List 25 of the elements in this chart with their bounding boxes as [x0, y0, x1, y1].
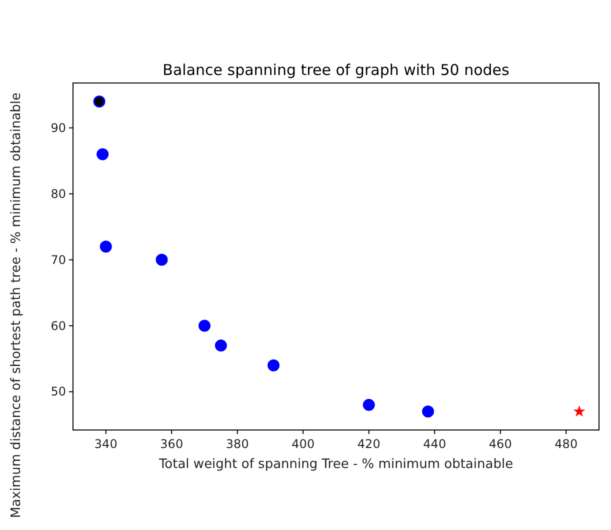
point — [156, 254, 168, 266]
y-tick-label: 70 — [50, 252, 66, 267]
x-tick-label: 480 — [554, 437, 578, 451]
point — [268, 359, 280, 372]
y-tick-label: 90 — [50, 120, 66, 135]
y-tick-label: 80 — [50, 186, 66, 201]
point — [362, 398, 375, 411]
point — [198, 320, 210, 332]
chart-title: Balance spanning tree of graph with 50 nodes — [162, 61, 510, 79]
x-tick-label: 340 — [94, 437, 118, 451]
x-tick-label: 360 — [160, 437, 184, 451]
point — [573, 405, 586, 417]
x-tick-label: 440 — [423, 437, 446, 451]
point — [422, 406, 434, 418]
x-tick-label: 420 — [357, 437, 380, 451]
y-tick-label: 60 — [50, 318, 66, 333]
x-tick-label: 460 — [488, 437, 512, 451]
x-tick-label: 400 — [292, 437, 315, 451]
x-tick-label: 380 — [226, 437, 249, 451]
point — [96, 148, 109, 160]
x-axis-title: Total weight of spanning Tree - % minimum obtainable — [158, 457, 514, 472]
point — [100, 240, 112, 253]
y-tick-label: 50 — [50, 384, 66, 399]
y-axis-title: Maximum distance of shortest path tree - % minimum obtainable — [9, 92, 24, 518]
point — [214, 340, 227, 352]
